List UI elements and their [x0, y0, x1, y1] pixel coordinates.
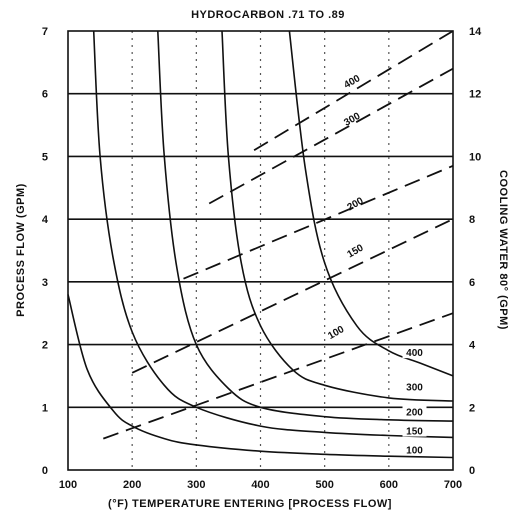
y2-tick-label: 12 — [469, 89, 481, 101]
process-curve-label: 200 — [406, 408, 423, 419]
y-tick-label: 1 — [42, 402, 48, 414]
label-backdrop — [402, 346, 427, 359]
cooling-line-400 — [253, 30, 454, 151]
y-tick-label: 6 — [42, 89, 48, 101]
process-curve-label: 150 — [406, 427, 423, 438]
cooling-line-150 — [131, 218, 454, 374]
label-backdrop — [402, 405, 427, 418]
x-tick-label: 100 — [59, 479, 77, 491]
x-tick-label: 300 — [187, 479, 205, 491]
process-curve-label: 100 — [406, 445, 423, 456]
y-tick-label: 3 — [42, 277, 48, 289]
process-curve-400 — [288, 30, 454, 377]
label-backdrop — [402, 380, 427, 393]
y2-tick-label: 14 — [469, 26, 482, 38]
process-curve-label: 400 — [406, 348, 423, 359]
plot-frame — [67, 30, 454, 471]
grid — [68, 31, 453, 470]
y2-tick-label: 6 — [469, 277, 475, 289]
cooling-line-label: 400 — [342, 73, 362, 91]
x-tick-label: 700 — [444, 479, 462, 491]
x-tick-label: 200 — [123, 479, 141, 491]
y2-tick-label: 0 — [469, 465, 475, 477]
process-curve-150 — [92, 30, 454, 439]
x-tick-label: 500 — [315, 479, 333, 491]
process-curve-200 — [157, 30, 454, 422]
y2-tick-label: 10 — [469, 151, 481, 163]
cooling-line-200 — [183, 164, 454, 280]
cooling-line-100 — [102, 312, 454, 440]
label-backdrop — [402, 424, 427, 437]
label-backdrop — [402, 443, 427, 456]
y-tick-label: 5 — [42, 151, 48, 163]
cooling-line-label: 300 — [342, 111, 362, 129]
x-tick-label: 400 — [251, 479, 269, 491]
y2-tick-label: 2 — [469, 402, 475, 414]
y-tick-label: 2 — [42, 340, 48, 352]
process-curve-100 — [67, 294, 454, 459]
cooling-line-label: 200 — [346, 195, 366, 213]
chart-title: HYDROCARBON .71 TO .89 — [191, 9, 345, 21]
y-tick-label: 0 — [42, 465, 48, 477]
x-tick-label: 600 — [380, 479, 398, 491]
series-group — [67, 30, 454, 459]
cooling-line-300 — [208, 67, 454, 205]
y2-tick-label: 4 — [469, 340, 476, 352]
y-tick-label: 7 — [42, 26, 48, 38]
x-axis-label: (°F) TEMPERATURE ENTERING [PROCESS FLOW] — [108, 498, 392, 510]
y-axis-label: PROCESS FLOW (GPM) — [15, 183, 27, 317]
y2-tick-label: 8 — [469, 214, 475, 226]
cooling-line-label: 100 — [326, 324, 346, 342]
y2-axis-label: COOLING WATER 80° (GPM) — [497, 170, 509, 330]
process-curve-300 — [221, 30, 454, 402]
process-curve-label: 300 — [406, 383, 423, 394]
cooling-line-label: 150 — [346, 242, 366, 260]
y-tick-label: 4 — [42, 214, 49, 226]
